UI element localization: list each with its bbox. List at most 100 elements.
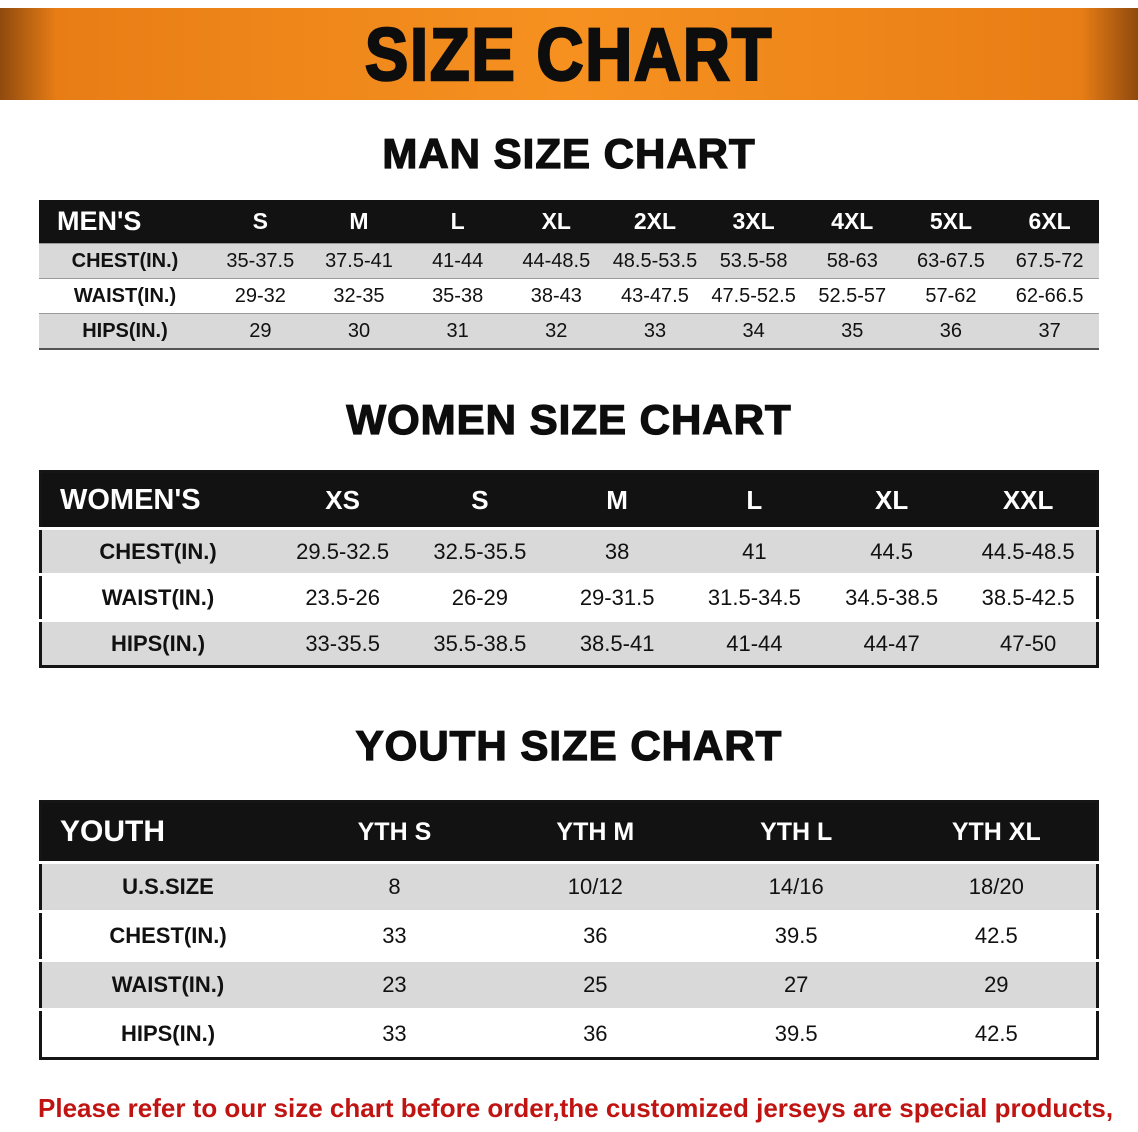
size-value-cell: 33 bbox=[382, 923, 407, 948]
disclaimer-line-1: Please refer to our size chart before or… bbox=[38, 1093, 1114, 1123]
size-value-cell: 8 bbox=[388, 874, 401, 899]
size-value-cell: 35.5-38.5 bbox=[433, 630, 527, 656]
disclaimer-note: Please refer to our size chart before or… bbox=[38, 1088, 1138, 1132]
size-value-cell: 57-62 bbox=[925, 284, 977, 307]
measurement-row: HIPS(IN.) 33 36 39.5 42.5 bbox=[40, 1009, 1098, 1059]
size-value-cell: 34 bbox=[742, 319, 765, 342]
size-value-cell: 43-47.5 bbox=[621, 284, 689, 307]
size-column-header: 5XL bbox=[901, 200, 1001, 244]
size-value-cell: 36 bbox=[583, 923, 608, 948]
size-value-cell: 37.5-41 bbox=[325, 249, 393, 272]
men-header-row: MEN'S S M L XL 2XL 3XL 4XL 5XL 6XL bbox=[39, 200, 1099, 244]
size-value-cell: 33 bbox=[643, 319, 667, 342]
size-value-cell: 35 bbox=[841, 319, 864, 342]
women-section-heading: WOMEN SIZE CHART bbox=[346, 395, 792, 443]
size-value-cell: 29-31.5 bbox=[579, 584, 655, 610]
size-value-cell: 31.5-34.5 bbox=[707, 584, 801, 610]
size-column-header: XXL bbox=[960, 471, 1098, 529]
size-column-header: 6XL bbox=[1000, 200, 1099, 244]
size-value-cell: 44-47 bbox=[863, 630, 920, 656]
size-column-header: S bbox=[411, 471, 549, 529]
size-value-cell: 62-66.5 bbox=[1015, 284, 1084, 307]
banner: SIZE CHART bbox=[0, 8, 1138, 100]
size-value-cell: 36 bbox=[939, 319, 963, 342]
size-value-cell: 29 bbox=[249, 319, 272, 342]
size-value-cell: 58-63 bbox=[826, 249, 878, 272]
row-label: WAIST(IN.) bbox=[111, 972, 225, 997]
size-value-cell: 44-48.5 bbox=[522, 249, 591, 272]
youth-section-heading: YOUTH SIZE CHART bbox=[355, 721, 783, 769]
size-value-cell: 33-35.5 bbox=[305, 630, 380, 656]
size-value-cell: 32 bbox=[545, 319, 568, 342]
size-value-cell: 32-35 bbox=[333, 284, 385, 307]
size-value-cell: 41-44 bbox=[432, 249, 484, 272]
youth-size-table: YOUTH YTH S YTH M YTH L YTH XL U.S.SIZE 8 10/1… bbox=[39, 800, 1099, 1060]
measurement-row: HIPS(IN.) 29 30 31 32 33 34 35 36 37 bbox=[39, 313, 1099, 349]
size-value-cell: 67.5-72 bbox=[1015, 249, 1084, 272]
row-label: HIPS(IN.) bbox=[110, 630, 206, 656]
size-value-cell: 35-38 bbox=[432, 284, 484, 307]
women-size-table: WOMEN'S XS S M L XL XXL CHEST(IN.) 29.5-32.5 32.… bbox=[39, 470, 1099, 668]
size-value-cell: 37 bbox=[1038, 319, 1061, 342]
size-value-cell: 42.5 bbox=[974, 1021, 1018, 1046]
size-value-cell: 32.5-35.5 bbox=[433, 538, 527, 564]
size-column-header: XL bbox=[506, 200, 606, 244]
size-value-cell: 23.5-26 bbox=[305, 584, 380, 610]
size-value-cell: 52.5-57 bbox=[818, 284, 887, 307]
size-column-header: XS bbox=[274, 471, 412, 529]
size-value-cell: 47.5-52.5 bbox=[711, 284, 796, 307]
size-value-cell: 41-44 bbox=[726, 630, 783, 656]
row-label: U.S.SIZE bbox=[122, 874, 214, 899]
size-value-cell: 63-67.5 bbox=[917, 249, 985, 272]
size-value-cell: 35-37.5 bbox=[226, 249, 295, 272]
size-value-cell: 44.5 bbox=[870, 538, 914, 564]
size-value-cell: 41 bbox=[742, 538, 767, 564]
size-column-header: L bbox=[685, 471, 823, 529]
size-value-cell: 25 bbox=[583, 972, 608, 997]
measurement-row: WAIST(IN.) 29-32 32-35 35-38 38-43 43-47.5 47.… bbox=[39, 278, 1099, 314]
size-value-cell: 39.5 bbox=[774, 923, 818, 948]
size-column-header: YTH L bbox=[695, 801, 897, 863]
table-corner-label: WOMEN'S bbox=[40, 471, 274, 529]
size-value-cell: 39.5 bbox=[774, 1021, 818, 1046]
size-column-header: 3XL bbox=[704, 200, 803, 244]
size-value-cell: 29.5-32.5 bbox=[296, 538, 390, 564]
size-value-cell: 38-43 bbox=[530, 284, 582, 307]
size-value-cell: 53.5-58 bbox=[719, 249, 788, 272]
row-label: CHEST(IN.) bbox=[109, 923, 227, 948]
size-value-cell: 23 bbox=[382, 972, 407, 997]
size-column-header: M bbox=[548, 471, 686, 529]
page-title: SIZE CHART bbox=[364, 11, 774, 97]
row-label: HIPS(IN.) bbox=[82, 319, 168, 342]
size-value-cell: 38.5-41 bbox=[579, 630, 655, 656]
size-value-cell: 27 bbox=[783, 972, 809, 997]
size-value-cell: 44.5-48.5 bbox=[981, 538, 1075, 564]
size-column-header: S bbox=[211, 200, 310, 244]
row-label: WAIST(IN.) bbox=[101, 584, 215, 610]
table-corner-label: YOUTH bbox=[40, 801, 294, 863]
men-size-table: MEN'S S M L XL 2XL 3XL 4XL 5XL 6XL CHEST(IN.) 35-3… bbox=[39, 200, 1099, 350]
size-value-cell: 36 bbox=[583, 1021, 608, 1046]
youth-header-row: YOUTH YTH S YTH M YTH L YTH XL bbox=[40, 801, 1098, 863]
size-column-header: L bbox=[408, 200, 507, 244]
measurement-row: U.S.SIZE 8 10/12 14/16 18/20 bbox=[40, 862, 1098, 912]
size-column-header: XL bbox=[823, 471, 961, 529]
disclaimer-line-2: we don't accept cancel, change, teturn o… bbox=[38, 1128, 1138, 1132]
row-label: HIPS(IN.) bbox=[120, 1021, 216, 1046]
size-column-header: YTH XL bbox=[896, 801, 1098, 863]
women-header-row: WOMEN'S XS S M L XL XXL bbox=[40, 471, 1098, 529]
measurement-row: CHEST(IN.) 29.5-32.5 32.5-35.5 38 41 44.5 44.5… bbox=[40, 528, 1098, 575]
size-column-header: 4XL bbox=[802, 200, 902, 244]
size-value-cell: 31 bbox=[446, 319, 469, 342]
size-value-cell: 26-29 bbox=[451, 584, 509, 610]
row-label: WAIST(IN.) bbox=[73, 284, 177, 307]
size-column-header: M bbox=[309, 200, 409, 244]
size-value-cell: 48.5-53.5 bbox=[612, 249, 698, 272]
size-value-cell: 29 bbox=[984, 972, 1009, 997]
size-value-cell: 38.5-42.5 bbox=[981, 584, 1075, 610]
size-value-cell: 10/12 bbox=[567, 874, 623, 899]
size-value-cell: 30 bbox=[347, 319, 371, 342]
size-column-header: YTH M bbox=[494, 801, 696, 863]
size-column-header: YTH S bbox=[294, 801, 495, 863]
